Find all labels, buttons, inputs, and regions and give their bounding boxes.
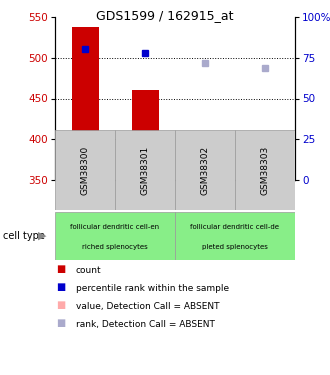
Text: ■: ■ <box>56 300 65 310</box>
Bar <box>55 212 175 260</box>
Text: GDS1599 / 162915_at: GDS1599 / 162915_at <box>96 9 234 22</box>
Bar <box>55 130 115 210</box>
Text: GSM38300: GSM38300 <box>81 146 89 195</box>
Bar <box>235 130 295 210</box>
Text: GSM38303: GSM38303 <box>260 146 270 195</box>
Text: ▶: ▶ <box>38 231 46 241</box>
Text: riched splenocytes: riched splenocytes <box>82 243 148 249</box>
Bar <box>72 27 98 180</box>
Text: ■: ■ <box>56 282 65 292</box>
Bar <box>175 130 235 210</box>
Text: ■: ■ <box>56 264 65 274</box>
Text: value, Detection Call = ABSENT: value, Detection Call = ABSENT <box>76 302 219 310</box>
Bar <box>251 178 279 180</box>
Text: GSM38302: GSM38302 <box>201 146 210 195</box>
Text: follicular dendritic cell-en: follicular dendritic cell-en <box>70 224 160 230</box>
Text: ■: ■ <box>56 318 65 328</box>
Bar <box>175 212 295 260</box>
Text: rank, Detection Call = ABSENT: rank, Detection Call = ABSENT <box>76 320 215 328</box>
Text: pleted splenocytes: pleted splenocytes <box>202 243 268 249</box>
Text: GSM38301: GSM38301 <box>141 146 149 195</box>
Text: percentile rank within the sample: percentile rank within the sample <box>76 284 229 292</box>
Text: count: count <box>76 266 102 274</box>
Bar <box>191 161 218 180</box>
Bar <box>131 90 158 180</box>
Text: cell type: cell type <box>3 231 45 241</box>
Text: follicular dendritic cell-de: follicular dendritic cell-de <box>190 224 280 230</box>
Bar <box>115 130 175 210</box>
